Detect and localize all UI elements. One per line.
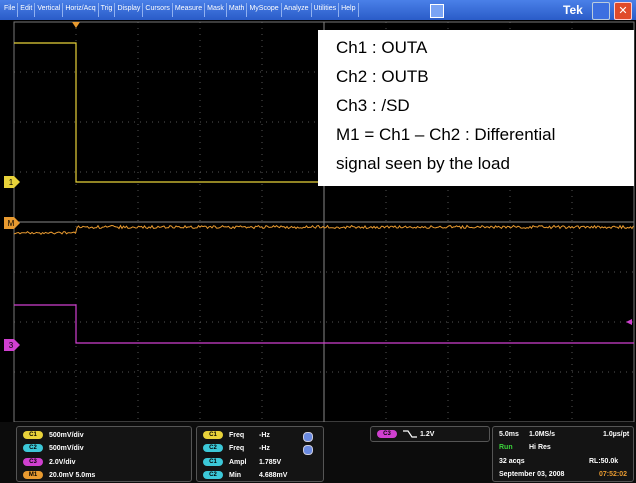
channel-badge: C1 xyxy=(23,431,43,439)
annotation-line: Ch2 : OUTB xyxy=(336,67,429,86)
scale-text: 500mV/div xyxy=(49,431,84,439)
menu-item[interactable]: Trig xyxy=(100,5,113,12)
measurement: C2 Freq -Hz xyxy=(203,444,270,452)
menu-separator xyxy=(142,3,144,17)
measurement-name: Ampl xyxy=(229,458,247,466)
annotation-line: M1 = Ch1 – Ch2 : Differential xyxy=(336,125,556,144)
m1-trace xyxy=(13,224,634,236)
close-button[interactable]: ✕ xyxy=(614,2,632,20)
menu-separator xyxy=(17,3,19,17)
menu-separator xyxy=(357,3,359,17)
measurement: C1 Ampl 1.785V xyxy=(203,458,281,466)
scale-text: 2.0V/div xyxy=(49,458,76,466)
brand: Tek xyxy=(563,3,583,17)
acquisition-info: Run xyxy=(499,444,513,451)
channel-badge: C1 xyxy=(203,431,223,439)
channel-marker-label: 1 xyxy=(9,178,14,187)
channel-badge: C1 xyxy=(203,458,223,466)
menu-item[interactable]: Display xyxy=(117,5,141,12)
menu-item[interactable]: File xyxy=(4,5,16,12)
measurement-box: C1 Freq -Hz C2 Freq -Hz C1 Ampl 1.785V C2 Min 4.688… xyxy=(196,426,324,482)
falling-edge-icon xyxy=(403,430,417,438)
acquisition-info: RL:50.0k xyxy=(589,458,619,465)
measurement: C2 Min 4.688mV xyxy=(203,471,287,479)
channel-scale: C2 500mV/div xyxy=(23,444,84,452)
channel-scale: C3 2.0V/div xyxy=(23,458,75,466)
acquisition-info: 5.0ms xyxy=(499,431,519,438)
acquisition-info: 32 acqs xyxy=(499,458,525,465)
menu-separator xyxy=(97,3,99,17)
menu-separator xyxy=(225,3,227,17)
channel-marker-label: 3 xyxy=(9,341,14,350)
menu-dropdown[interactable] xyxy=(430,4,444,18)
measurement-value: 1.785V xyxy=(259,458,282,466)
measurement-name: Freq xyxy=(229,431,245,439)
menu-item[interactable]: Math xyxy=(228,5,245,12)
measurement: C1 Freq -Hz xyxy=(203,431,270,439)
annotation-line: signal seen by the load xyxy=(336,154,510,173)
scale-text: 20.0mV 5.0ms xyxy=(49,471,96,479)
measurement-value: 4.688mV xyxy=(259,471,288,479)
channel-box: C1 500mV/div C2 500mV/div C3 2.0V/div M1 20.0mV… xyxy=(16,426,192,482)
channel-badge: M1 xyxy=(23,471,43,479)
menu-item[interactable]: Cursors xyxy=(145,5,170,12)
menu-item[interactable]: Analyze xyxy=(283,5,309,12)
trigger-level: 1.2V xyxy=(420,430,435,438)
measurement-value: -Hz xyxy=(259,444,270,452)
acquisition-info: Hi Res xyxy=(529,444,551,451)
annotation-line: Ch3 : /SD xyxy=(336,96,410,115)
channel-badge: C3 xyxy=(377,430,397,438)
annotation-box: Ch1 : OUTA Ch2 : OUTB Ch3 : /SD M1 = Ch1 – … xyxy=(318,30,634,186)
channel-badge: C2 xyxy=(203,444,223,452)
channel-scale: M1 20.0mV 5.0ms xyxy=(23,471,95,479)
menu-separator xyxy=(338,3,340,17)
ch3-level-arrow xyxy=(626,319,632,325)
trigger: C3 1.2V xyxy=(377,430,434,438)
menu-separator xyxy=(246,3,248,17)
channel-scale: C1 500mV/div xyxy=(23,431,84,439)
channel-marker xyxy=(4,217,20,229)
status-panel: C1 500mV/div C2 500mV/div C3 2.0V/div M1 20.0mV… xyxy=(0,422,636,483)
measurement-icon xyxy=(303,432,313,442)
scale-text: 500mV/div xyxy=(49,444,84,452)
measurement-name: Min xyxy=(229,471,242,479)
channel-marker-label: M xyxy=(8,219,15,228)
measurement-icon xyxy=(303,445,313,455)
menu-separator xyxy=(171,3,173,17)
minimize-button[interactable] xyxy=(592,2,610,20)
menu-item[interactable]: Edit xyxy=(20,5,33,12)
menu-bar: Tek ✕ File Edit Vertical Horiz/Acq Trig Displ… xyxy=(0,0,636,20)
channel-badge: C2 xyxy=(203,471,223,479)
menu-item[interactable]: Utilities xyxy=(313,5,337,12)
menu-separator xyxy=(280,3,282,17)
menu-separator xyxy=(34,3,36,17)
menu-item[interactable]: Measure xyxy=(174,5,203,12)
menu-separator xyxy=(204,3,206,17)
menu-item[interactable]: MyScope xyxy=(249,5,279,12)
acquisition-info: September 03, 2008 xyxy=(499,471,565,478)
menu-item[interactable]: Vertical xyxy=(37,5,61,12)
acquisition-box: 5.0ms 1.0MS/s 1.0µs/pt Run Hi Res 32 acqs RL:5… xyxy=(492,426,634,482)
acquisition-info: 07:52:02 xyxy=(599,471,628,478)
menu-item[interactable]: Horiz/Acq xyxy=(65,5,96,12)
measurement-name: Freq xyxy=(229,444,245,452)
measurement-value: -Hz xyxy=(259,431,270,439)
channel-badge: C3 xyxy=(23,458,43,466)
menu-separator xyxy=(310,3,312,17)
menu-item[interactable]: Help xyxy=(341,5,356,12)
channel-marker xyxy=(4,176,20,188)
acquisition-info: 1.0MS/s xyxy=(529,431,556,438)
menu-separator xyxy=(62,3,64,17)
trigger-box: C3 1.2V xyxy=(370,426,490,442)
menu-item[interactable]: Mask xyxy=(207,5,224,12)
trigger-position xyxy=(72,22,80,28)
annotation-line: Ch1 : OUTA xyxy=(336,38,428,57)
menu-separator xyxy=(114,3,116,17)
ch3-trace xyxy=(14,304,634,344)
channel-badge: C2 xyxy=(23,444,43,452)
channel-marker xyxy=(4,339,20,351)
acquisition-info: 1.0µs/pt xyxy=(603,431,630,438)
